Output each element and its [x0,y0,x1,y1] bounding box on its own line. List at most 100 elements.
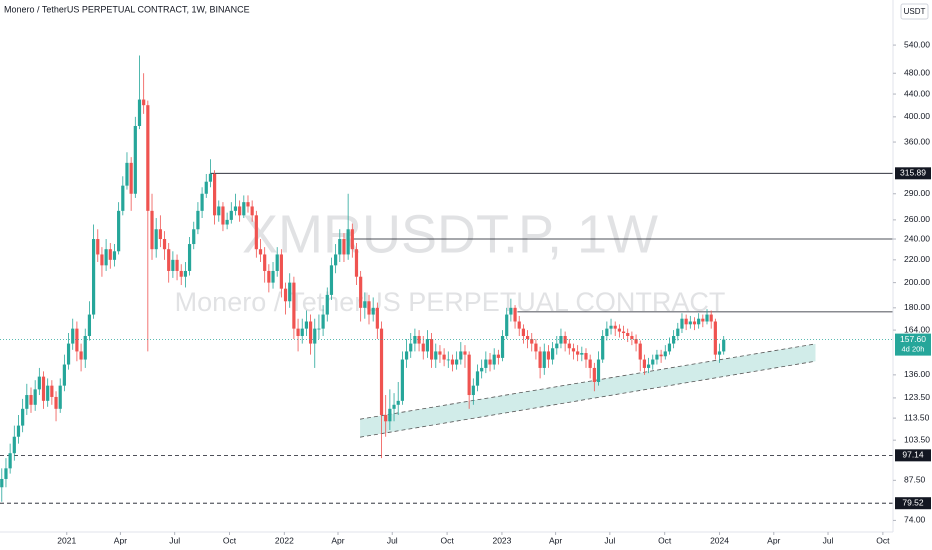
level-label-box [895,497,931,510]
x-tick-label: Jul [387,535,398,545]
candle-body [321,314,325,329]
candle-body [367,301,371,315]
candle-body [500,335,505,358]
x-tick-label: 2021 [57,535,76,545]
candle-body [400,359,404,401]
candle-body [8,453,12,469]
candle-body [200,193,204,211]
x-tick-label: Apr [549,535,562,545]
candle-body [542,351,546,368]
candle-body [659,354,663,357]
candle-body [334,254,338,266]
candle-body [684,318,688,325]
candle-body [701,318,705,322]
candle-body [187,244,192,271]
candle-body [546,351,551,360]
y-tick-label: 136.00 [904,369,930,379]
countdown: 4d 20h [902,345,925,354]
candle-body [551,348,555,360]
currency[interactable]: USDT [904,7,926,16]
candle-body [375,307,379,329]
candle-body [371,307,375,315]
candle-body [521,328,526,336]
y-tick-label: 290.00 [904,188,930,198]
y-tick-label: 200.00 [904,277,930,287]
candle-body [208,173,213,182]
candle-body [680,318,684,329]
x-tick-label: Oct [440,535,454,545]
candle-body [292,282,296,329]
candle-body [363,301,367,308]
candle-body [338,239,342,255]
candle-body [46,385,50,401]
candle-body [605,328,609,336]
candle-body [91,239,96,315]
currency-box[interactable] [900,3,929,20]
candle-body [446,359,450,361]
x-tick-label: Apr [114,535,127,545]
candle-body [121,185,125,211]
candle-body [567,343,571,349]
candle-body [100,254,104,266]
candle-body [317,328,321,330]
candle-body [308,321,313,344]
candle-body [229,210,233,220]
candle-body [54,396,58,409]
x-tick-label: Jul [169,535,180,545]
candle-body [25,395,29,409]
candle-body [179,270,183,277]
candle-body [75,328,79,352]
candle-body [396,400,400,405]
candle-body [150,210,154,250]
candle-body [283,288,288,302]
candle-body [58,385,62,409]
candle-body [592,367,596,383]
y-tick-label: 260.00 [904,214,930,224]
y-tick-label: 180.00 [904,302,930,312]
candle-body [242,202,246,216]
candle-body [50,385,54,397]
chart-title: Monero / TetherUS PERPETUAL CONTRACT, 1W… [4,4,250,14]
candle-body [672,335,676,344]
candle-body [346,229,350,255]
last-price-label: 157.60 [900,334,926,344]
candle-body [417,335,421,344]
y-tick-label: 123.50 [904,392,930,402]
candle-body [388,408,392,422]
candle-body [359,276,363,308]
candle-body [66,343,71,365]
candle-body [29,395,33,405]
level-label: 79.52 [902,497,924,507]
candle-body [580,353,584,355]
y-tick-label: 240.00 [904,233,930,243]
candle-body [571,348,576,352]
candle-body [513,307,517,322]
candle-body [329,265,334,295]
candle-body [154,229,158,250]
candle-body [438,351,442,355]
candle-body [484,359,488,368]
candle-body [87,314,92,336]
candle-body [459,351,463,360]
candle-body [112,251,117,260]
y-tick-label: 74.00 [904,515,926,525]
candle-body [104,249,108,266]
candle-body [62,364,66,386]
y-tick-label: 400.00 [904,111,930,121]
x-tick-label: Oct [876,535,890,545]
candle-body [576,351,580,355]
candle-body [354,249,359,277]
candle-body [709,314,713,322]
candle-body [175,259,179,271]
candle-body [238,206,242,216]
candle-body [538,351,542,368]
candle-body [642,359,647,368]
candle-body [713,321,717,355]
last-price-box [895,333,931,356]
candle-body [505,314,509,336]
x-tick-label: Oct [658,535,672,545]
candle-body [83,335,87,360]
candle-body [509,307,513,315]
